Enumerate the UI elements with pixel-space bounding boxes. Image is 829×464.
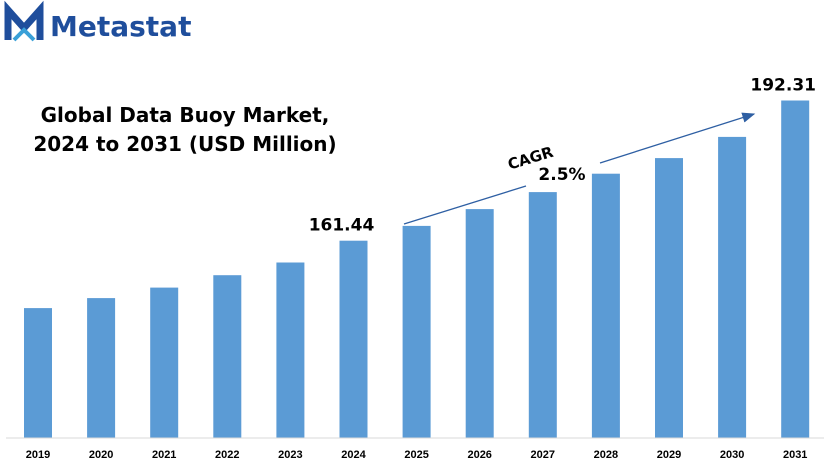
- cagr-annotation: CAGR 2.5%: [403, 112, 756, 225]
- x-tick-2019: 2019: [26, 449, 50, 461]
- bar-2021: [150, 287, 179, 438]
- bar-2023: [276, 262, 305, 438]
- x-tick-2031: 2031: [783, 449, 807, 461]
- x-tick-labels: 2019 2020 2021 2022 2023 2024 2025 2026 2027 2028…: [26, 449, 808, 461]
- logo-m-icon: [4, 0, 44, 40]
- x-tick-2028: 2028: [594, 449, 618, 461]
- x-tick-2026: 2026: [467, 449, 491, 461]
- bar-2026: [465, 209, 494, 438]
- bar-2031: [781, 100, 810, 438]
- x-tick-2024: 2024: [341, 449, 366, 461]
- bars-group: [24, 100, 810, 438]
- metastat-logo: Metastat: [4, 0, 191, 43]
- bar-2020: [87, 298, 116, 438]
- x-tick-2029: 2029: [657, 449, 681, 461]
- x-tick-2020: 2020: [89, 449, 113, 461]
- chart-subtitle: 2024 to 2031 (USD Million): [33, 132, 336, 156]
- brand-name: Metastat: [50, 10, 191, 43]
- bar-2025: [402, 225, 431, 438]
- bar-2027: [528, 192, 557, 438]
- bar-2030: [718, 136, 747, 438]
- x-tick-2027: 2027: [531, 449, 555, 461]
- bar-2028: [591, 173, 620, 438]
- x-tick-2022: 2022: [215, 449, 239, 461]
- x-tick-2023: 2023: [278, 449, 302, 461]
- x-tick-2025: 2025: [404, 449, 428, 461]
- cagr-arrow-lower: [403, 185, 527, 225]
- logo-accent-icon: [12, 27, 36, 42]
- value-label-2031: 192.31: [750, 76, 816, 96]
- value-label-2024: 161.44: [309, 216, 375, 236]
- bar-2022: [213, 275, 242, 438]
- bar-2019: [24, 308, 52, 438]
- bar-2024: [339, 240, 368, 438]
- cagr-arrow-upper: [599, 112, 756, 164]
- x-tick-2021: 2021: [152, 449, 176, 461]
- bar-2029: [655, 158, 683, 438]
- value-labels: 161.44 192.31: [309, 76, 816, 236]
- cagr-value: 2.5%: [538, 165, 585, 185]
- x-tick-2030: 2030: [720, 449, 744, 461]
- chart-title: Global Data Buoy Market,: [41, 103, 330, 127]
